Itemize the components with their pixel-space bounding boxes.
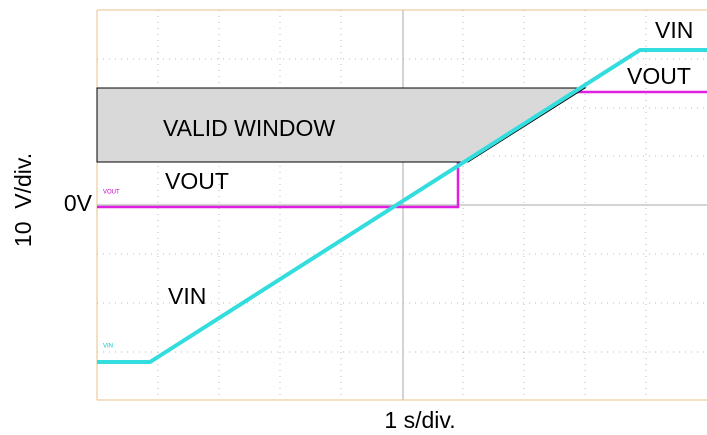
scope-vout-label: VOUT (103, 190, 120, 196)
vin-trace (97, 48, 707, 364)
vin-label: VIN (168, 283, 206, 309)
axes (97, 10, 707, 400)
vout-label-right: VOUT (627, 63, 691, 89)
grid (97, 10, 707, 400)
window-label: VALID WINDOW (163, 115, 335, 141)
x-axis-label: 1 s/div. (384, 407, 455, 433)
zero-label: 0V (64, 190, 93, 216)
scope-vin-label: VIN (103, 344, 113, 350)
y-axis-label: 10 V/div. (10, 153, 36, 247)
valid-window (96, 87, 587, 163)
vout-label: VOUT (165, 168, 229, 194)
vin-label-right: VIN (655, 17, 693, 43)
frame (96, 9, 707, 401)
